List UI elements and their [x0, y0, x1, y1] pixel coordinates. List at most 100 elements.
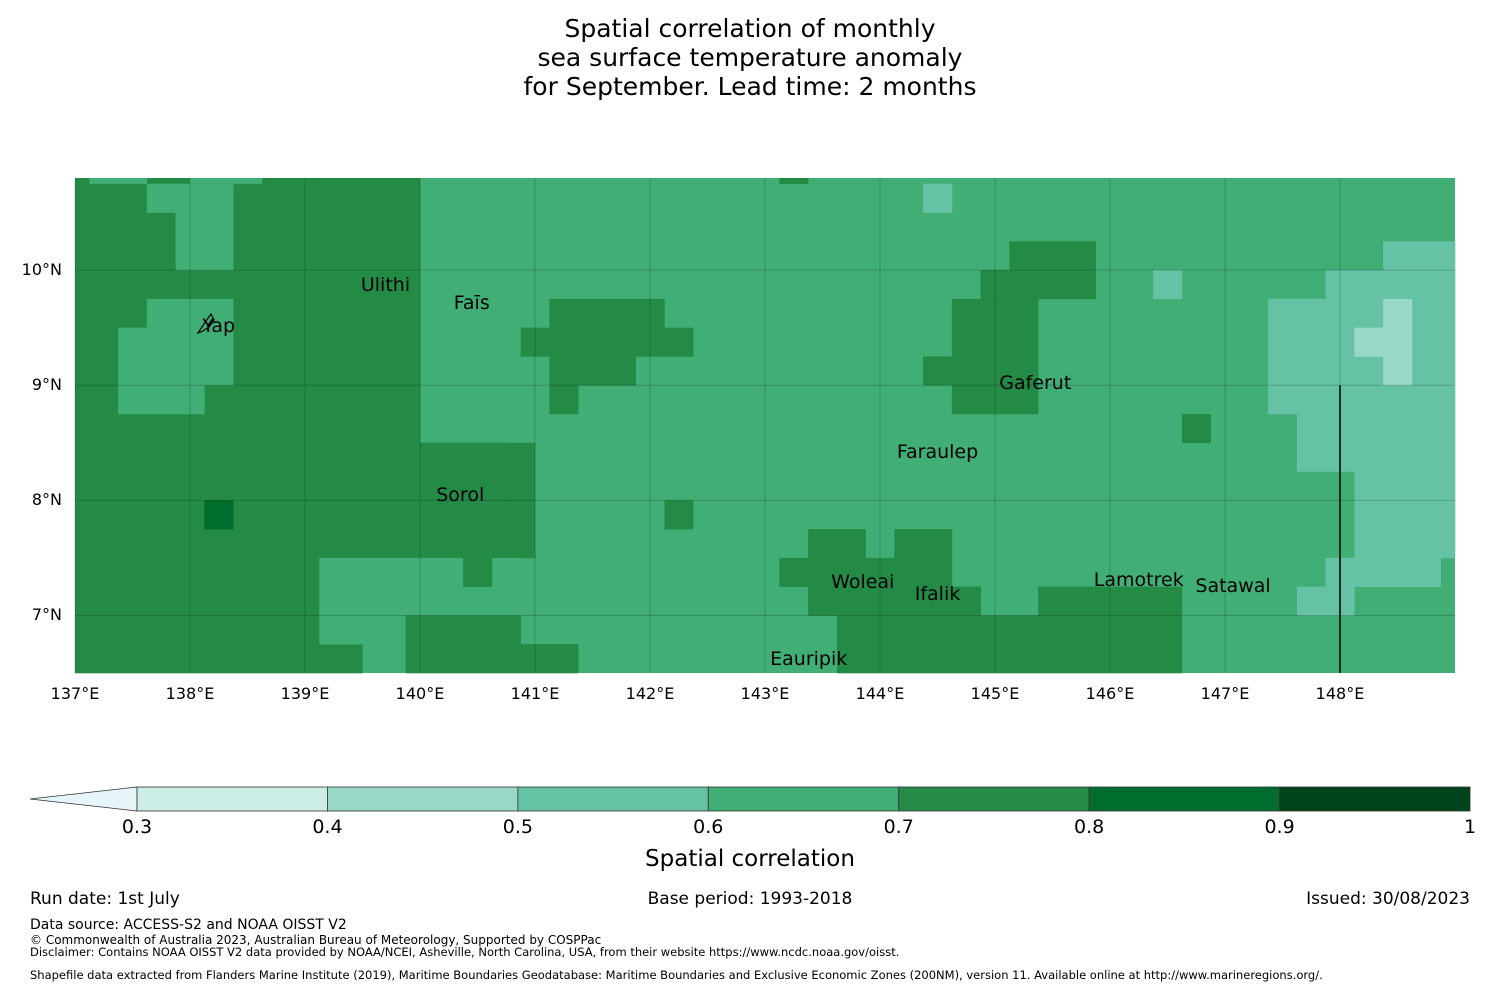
- colorbar-tick-label: 0.9: [1264, 816, 1295, 838]
- correlation-cell: [175, 212, 234, 271]
- correlation-cell: [836, 615, 1183, 674]
- correlation-cell: [1296, 413, 1456, 472]
- x-tick-label: 147°E: [1200, 684, 1250, 703]
- correlation-cell: [808, 586, 953, 616]
- colorbar-bin: [517, 786, 709, 812]
- correlation-cell: [1009, 241, 1096, 271]
- x-tick-label: 144°E: [855, 684, 905, 703]
- colorbar-tick-label: 1: [1463, 816, 1477, 838]
- colorbar-tick-label: 0.8: [1074, 816, 1105, 838]
- correlation-cell: [89, 178, 148, 185]
- run-date: Run date: 1st July: [30, 889, 180, 909]
- correlation-cell: [1383, 298, 1413, 386]
- correlation-cell: [420, 442, 507, 501]
- x-tick-label: 137°E: [50, 684, 100, 703]
- correlation-cell: [190, 178, 263, 185]
- place-label: Gaferut: [999, 372, 1072, 395]
- x-tick-label: 141°E: [510, 684, 560, 703]
- map-gridlines: [74, 178, 1455, 673]
- correlation-cell: [1153, 270, 1183, 300]
- correlation-cell: [1354, 471, 1456, 559]
- colorbar-tick-label: 0.5: [502, 816, 533, 838]
- place-label: Faraulep: [896, 441, 979, 464]
- x-tick-label: 138°E: [165, 684, 215, 703]
- correlation-cell: [951, 385, 1039, 415]
- correlation-cell: [980, 270, 1096, 300]
- place-label: Ifalik: [914, 582, 961, 605]
- place-label: Woleai: [831, 571, 895, 594]
- yap-island-outline: [196, 312, 215, 335]
- correlation-cell: [923, 356, 1039, 386]
- colorbar-extend-triangle: [29, 786, 138, 812]
- correlation-cell: [1038, 586, 1183, 616]
- place-label: Satawal: [1195, 574, 1271, 597]
- correlation-cell: [549, 298, 665, 328]
- correlation-cell: [146, 183, 234, 213]
- correlation-cell: [894, 529, 953, 559]
- colorbar-bin: [707, 786, 900, 812]
- colorbar-bin: [136, 786, 328, 812]
- x-tick-label: 143°E: [740, 684, 790, 703]
- correlation-cell: [1325, 270, 1456, 300]
- shapefile-credit: Shapefile data extracted from Flanders M…: [30, 968, 1323, 982]
- correlation-cell: [118, 327, 234, 386]
- colorbar: [29, 786, 1471, 812]
- place-label: Sorol: [436, 483, 485, 506]
- x-tick-label: 139°E: [280, 684, 330, 703]
- colorbar-bin: [1279, 786, 1471, 812]
- correlation-cell: [779, 178, 809, 185]
- x-tick-label: 145°E: [970, 684, 1020, 703]
- x-tick-label: 148°E: [1315, 684, 1365, 703]
- correlation-cell: [951, 586, 981, 616]
- correlation-cell: [951, 298, 1039, 357]
- correlation-cell: [1383, 241, 1456, 271]
- place-label: Ulithi: [360, 274, 411, 297]
- place-label: Faīs: [453, 291, 490, 314]
- colorbar-tick-label: 0.7: [883, 816, 914, 838]
- correlation-cell: [146, 298, 234, 328]
- correlation-cell: [362, 178, 421, 444]
- correlation-cell: [1325, 557, 1441, 587]
- copyright: © Commonwealth of Australia 2023, Austra…: [30, 933, 602, 947]
- x-tick-label: 140°E: [395, 684, 445, 703]
- place-label: Yap: [202, 314, 236, 337]
- place-label: Eauripik: [770, 648, 848, 671]
- data-source: Data source: ACCESS-S2 and NOAA OISST V2: [30, 917, 347, 933]
- correlation-cell: [808, 529, 866, 559]
- disclaimer: Disclaimer: Contains NOAA OISST V2 data …: [30, 945, 900, 959]
- colorbar-label: Spatial correlation: [645, 846, 855, 872]
- correlation-cell: [1181, 413, 1211, 444]
- colorbar-bin: [898, 786, 1090, 812]
- x-tick-label: 146°E: [1085, 684, 1135, 703]
- correlation-cell: [118, 385, 205, 415]
- correlation-cell: [1354, 327, 1384, 357]
- correlation-cell: [1296, 586, 1355, 616]
- correlation-cell: [405, 615, 521, 674]
- correlation-cell: [520, 644, 579, 674]
- y-tick-label: 9°N: [31, 375, 62, 395]
- y-tick-label: 10°N: [21, 260, 62, 280]
- y-tick-label: 8°N: [31, 490, 62, 510]
- colorbar-bin: [1088, 786, 1280, 812]
- correlation-cell: [204, 500, 234, 530]
- chart-title: Spatial correlation of monthly sea surfa…: [523, 14, 977, 101]
- correlation-cell: [549, 356, 636, 386]
- correlation-cell: [520, 327, 694, 357]
- colorbar-tick-label: 0.4: [312, 816, 343, 838]
- correlation-cell: [463, 557, 493, 587]
- x-tick-label: 142°E: [625, 684, 675, 703]
- correlation-grid: [75, 178, 1456, 674]
- correlation-cell: [923, 183, 953, 213]
- issued-date: Issued: 30/08/2023: [1306, 889, 1470, 909]
- correlation-cell: [664, 500, 694, 530]
- colorbar-tick-label: 0.3: [121, 816, 153, 838]
- correlation-cell: [276, 178, 392, 185]
- colorbar-tick-label: 0.6: [693, 816, 724, 838]
- correlation-cell: [779, 557, 953, 587]
- y-tick-label: 7°N: [31, 605, 62, 625]
- colorbar-bin: [327, 786, 519, 812]
- base-period: Base period: 1993-2018: [647, 889, 853, 909]
- correlation-cell: [549, 385, 579, 415]
- place-label: Lamotrek: [1093, 569, 1184, 592]
